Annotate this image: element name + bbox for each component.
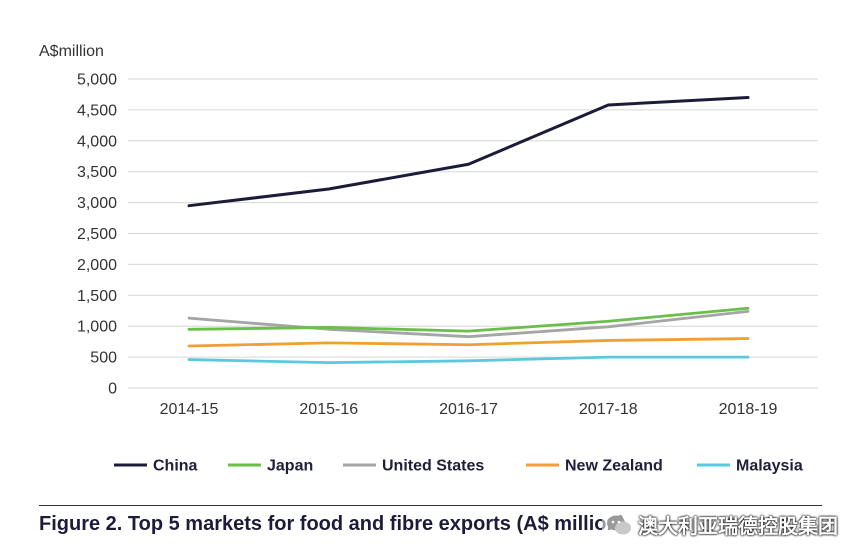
chat-bubble-icon	[607, 515, 631, 534]
x-tick-label: 2017-18	[579, 401, 638, 418]
x-tick-label: 2014-15	[160, 401, 219, 418]
figure-caption: Figure 2. Top 5 markets for food and fib…	[39, 513, 626, 535]
y-tick-label: 4,000	[77, 133, 117, 150]
series-lines	[187, 96, 750, 365]
watermark: 澳大利亚瑞德控股集团	[602, 508, 842, 541]
series-line-new-zealand	[187, 337, 750, 348]
series-line-japan	[187, 306, 750, 333]
legend: China Japan United States New Zealand Malays…	[114, 458, 803, 475]
gridlines	[128, 78, 818, 389]
y-tick-label: 1,000	[77, 319, 117, 336]
legend-label-new-zealand: New Zealand	[565, 458, 663, 475]
y-tick-label: 4,500	[77, 102, 117, 119]
legend-label-malaysia: Malaysia	[736, 458, 803, 475]
series-line-malaysia	[187, 355, 750, 365]
y-axis-ticks: 0 500 1,000 1,500 2,000 2,500 3,000 3,500 4,000 4…	[77, 72, 117, 398]
x-tick-label: 2016-17	[439, 401, 498, 418]
watermark-text: 澳大利亚瑞德控股集团	[638, 514, 838, 538]
legend-label-china: China	[153, 458, 198, 475]
caption-divider	[39, 505, 822, 506]
y-tick-label: 0	[108, 381, 117, 398]
y-tick-label: 5,000	[77, 72, 117, 89]
y-axis-title: A$million	[39, 43, 104, 60]
y-tick-label: 2,000	[77, 257, 117, 274]
x-tick-label: 2015-16	[299, 401, 358, 418]
x-axis-ticks: 2014-15 2015-16 2016-17 2017-18 2018-19	[160, 401, 778, 418]
y-tick-label: 3,500	[77, 164, 117, 181]
y-tick-label: 1,500	[77, 288, 117, 305]
line-chart: A$million 0 500 1,000 1,500 2,000 2,500 3,000 3…	[39, 43, 818, 475]
series-line-united-states	[187, 309, 750, 339]
y-tick-label: 2,500	[77, 226, 117, 243]
legend-label-japan: Japan	[267, 458, 313, 475]
y-tick-label: 500	[90, 350, 117, 367]
legend-label-united-states: United States	[382, 458, 484, 475]
series-line-china	[187, 96, 750, 208]
y-tick-label: 3,000	[77, 195, 117, 212]
x-tick-label: 2018-19	[719, 401, 778, 418]
